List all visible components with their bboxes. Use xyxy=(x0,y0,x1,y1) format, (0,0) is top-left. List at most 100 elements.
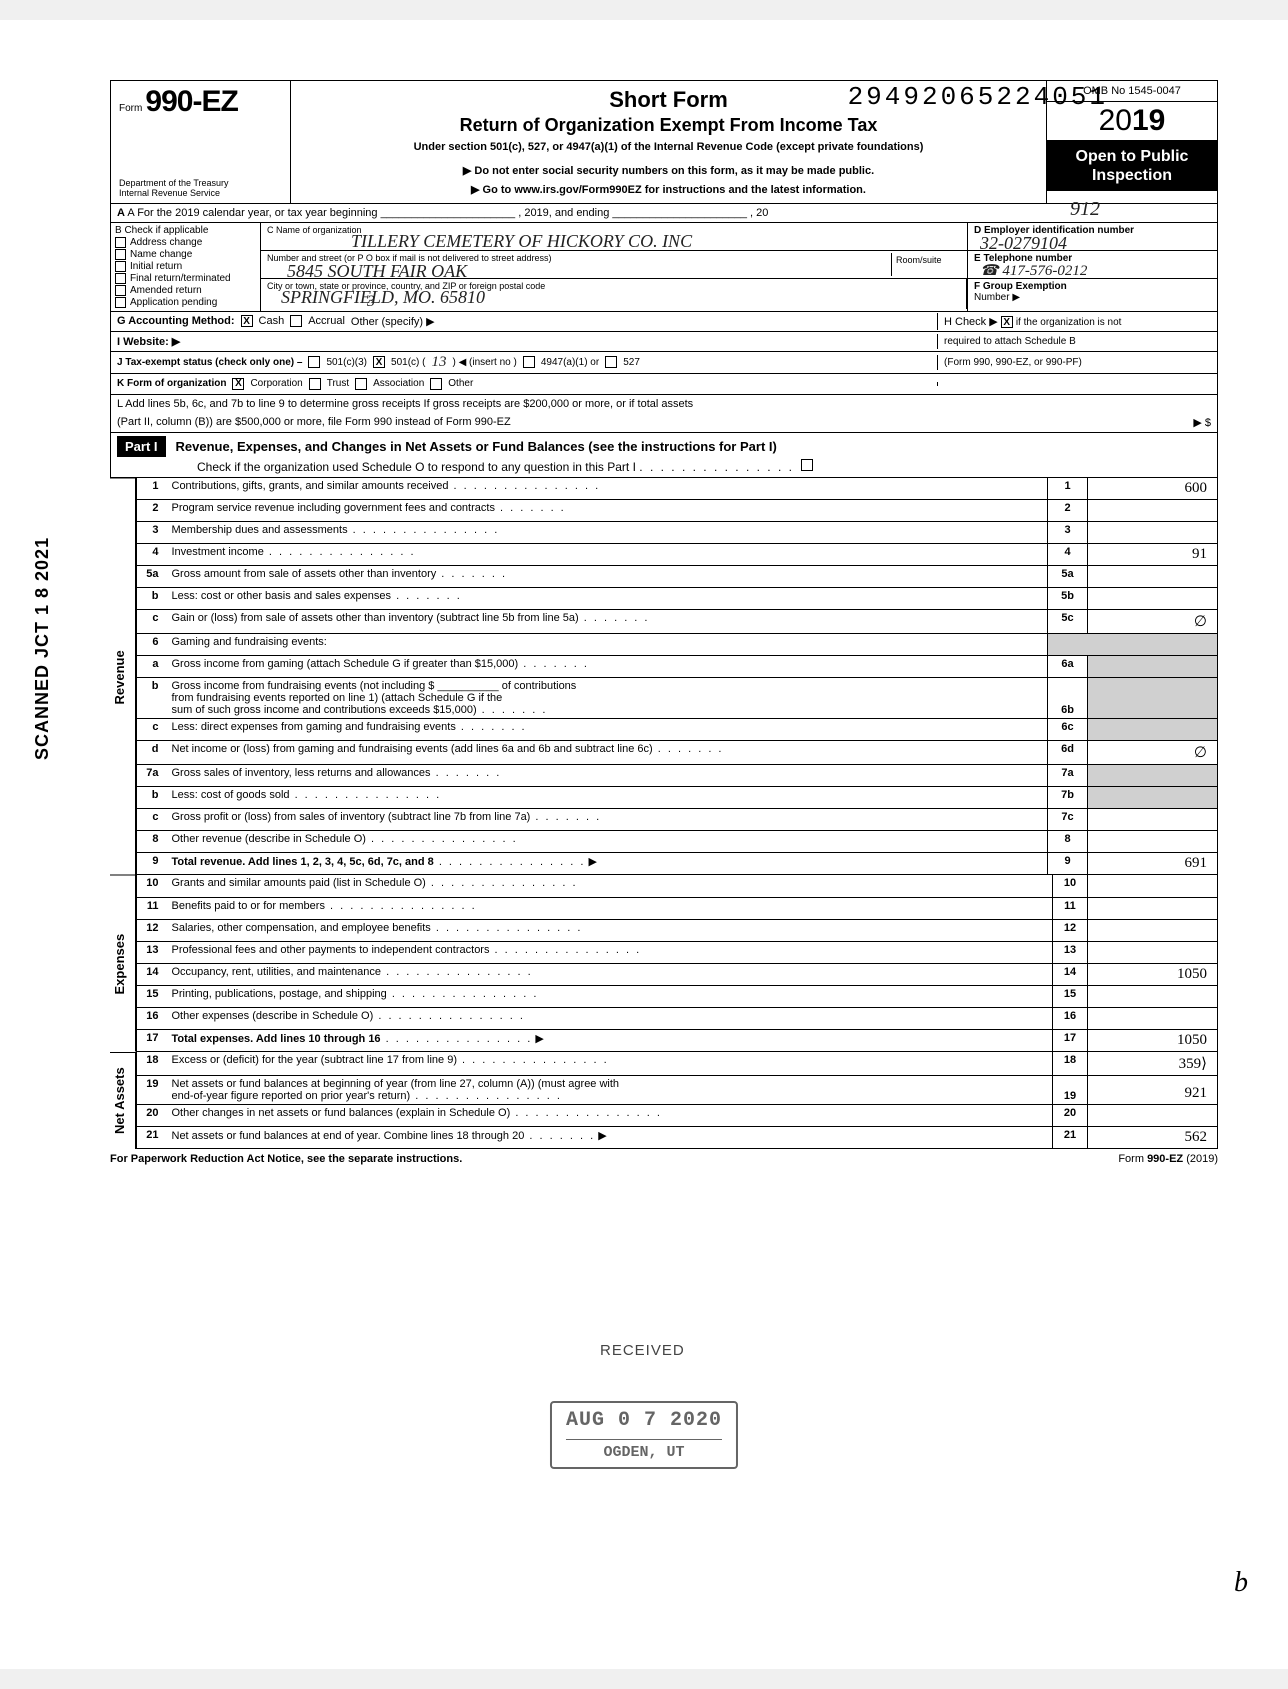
document-number: 29492065224051 xyxy=(848,82,1108,112)
g-label: G Accounting Method: xyxy=(117,315,235,327)
chk-amended-return[interactable]: Amended return xyxy=(115,285,256,296)
line-12: 12Salaries, other compensation, and empl… xyxy=(137,919,1218,941)
line-6: 6Gaming and fundraising events: xyxy=(137,634,1218,656)
line-15: 15Printing, publications, postage, and s… xyxy=(137,985,1218,1007)
expenses-table: 10Grants and similar amounts paid (list … xyxy=(136,875,1218,1052)
h-text2: required to attach Schedule B xyxy=(937,334,1217,349)
chk-application-pending[interactable]: Application pending xyxy=(115,297,256,308)
row-k: K Form of organization XCorporation Trus… xyxy=(111,374,1217,394)
form-prefix: Form xyxy=(119,103,142,114)
row-j: J Tax-exempt status (check only one) – 5… xyxy=(111,352,1217,374)
expenses-section: Expenses 10Grants and similar amounts pa… xyxy=(110,875,1218,1052)
revenue-section: Revenue 1Contributions, gifts, grants, a… xyxy=(110,478,1218,876)
open-to-public: Open to Public Inspection xyxy=(1047,141,1217,191)
netassets-section: Net Assets 18Excess or (deficit) for the… xyxy=(110,1052,1218,1149)
subtitle-ssn: ▶ Do not enter social security numbers o… xyxy=(301,164,1036,178)
room-value: 3 xyxy=(351,287,391,311)
chk-initial-return[interactable]: Initial return xyxy=(115,261,256,272)
chk-501c3[interactable] xyxy=(308,356,320,368)
header-left: Form 990-EZ Department of the Treasury I… xyxy=(111,81,291,203)
line-17: 17Total expenses. Add lines 10 through 1… xyxy=(137,1029,1218,1051)
line-20: 20Other changes in net assets or fund ba… xyxy=(137,1104,1218,1126)
block-bcd: B Check if applicable Address change Nam… xyxy=(110,223,1218,312)
meta-rows: G Accounting Method: XCash Accrual Other… xyxy=(110,312,1218,395)
part1-check-text: Check if the organization used Schedule … xyxy=(197,460,636,474)
line-13: 13Professional fees and other payments t… xyxy=(137,941,1218,963)
handwritten-912: 912 xyxy=(1070,198,1100,221)
h-label: H Check ▶ xyxy=(944,316,998,328)
org-name-value: TILLERY CEMETERY OF HICKORY CO. INC xyxy=(351,231,692,252)
subtitle-section: Under section 501(c), 527, or 4947(a)(1)… xyxy=(301,140,1036,154)
org-addr-row: Number and street (or P O box if mail is… xyxy=(261,251,967,279)
footer-row: For Paperwork Reduction Act Notice, see … xyxy=(110,1149,1218,1169)
open-line2: Inspection xyxy=(1049,166,1215,185)
initial-mark: b xyxy=(1234,1567,1248,1599)
chk-association[interactable] xyxy=(355,378,367,390)
chk-accrual[interactable] xyxy=(290,315,302,327)
chk-cash[interactable]: X xyxy=(241,315,253,327)
j-label: J Tax-exempt status (check only one) – xyxy=(117,357,302,368)
chk-address-change[interactable]: Address change xyxy=(115,237,256,248)
chk-501c[interactable]: X xyxy=(373,356,385,368)
room-label: Room/suite xyxy=(896,255,957,265)
line-7a: 7aGross sales of inventory, less returns… xyxy=(137,765,1218,787)
line-9: 9Total revenue. Add lines 1, 2, 3, 4, 5c… xyxy=(137,853,1218,875)
line-5a: 5aGross amount from sale of assets other… xyxy=(137,566,1218,588)
k-assoc: Association xyxy=(373,378,424,389)
org-name-row: C Name of organization TILLERY CEMETERY … xyxy=(261,223,967,251)
i-label: I Website: ▶ xyxy=(117,335,180,348)
row-a-calendar-year: A A For the 2019 calendar year, or tax y… xyxy=(110,204,1218,223)
title-return: Return of Organization Exempt From Incom… xyxy=(301,115,1036,136)
row-g-i: G Accounting Method: XCash Accrual Other… xyxy=(111,312,1217,332)
line-18: 18Excess or (deficit) for the year (subt… xyxy=(137,1052,1218,1076)
line-10: 10Grants and similar amounts paid (list … xyxy=(137,875,1218,897)
ein-row: D Employer identification number 32-0279… xyxy=(968,223,1217,251)
row-a-text: A For the 2019 calendar year, or tax yea… xyxy=(127,207,768,219)
line-8: 8Other revenue (describe in Schedule O)8 xyxy=(137,831,1218,853)
line-l-amount: ▶ $ xyxy=(1193,416,1211,429)
scan-stamp-vertical: SCANNED JCT 1 8 2021 xyxy=(32,537,53,760)
dept-treasury: Department of the Treasury Internal Reve… xyxy=(119,179,282,199)
chk-h[interactable]: X xyxy=(1001,316,1013,328)
side-label-netassets: Net Assets xyxy=(110,1052,136,1149)
line-6a: aGross income from gaming (attach Schedu… xyxy=(137,656,1218,678)
part1-label: Part I xyxy=(117,436,166,457)
line-l-text1: L Add lines 5b, 6c, and 7b to line 9 to … xyxy=(117,398,693,410)
line-6d: dNet income or (loss) from gaming and fu… xyxy=(137,741,1218,765)
group-exemption-row: F Group Exemption Number ▶ xyxy=(968,279,1217,307)
chk-name-change[interactable]: Name change xyxy=(115,249,256,260)
line-1: 1Contributions, gifts, grants, and simil… xyxy=(137,478,1218,500)
chk-4947[interactable] xyxy=(523,356,535,368)
k-trust: Trust xyxy=(327,378,349,389)
chk-trust[interactable] xyxy=(309,378,321,390)
line-4: 4Investment income491 xyxy=(137,544,1218,566)
line-5c: cGain or (loss) from sale of assets othe… xyxy=(137,610,1218,634)
col-b-checkboxes: B Check if applicable Address change Nam… xyxy=(111,223,261,311)
line-19: 19 Net assets or fund balances at beginn… xyxy=(137,1075,1218,1104)
line-5b: bLess: cost or other basis and sales exp… xyxy=(137,588,1218,610)
line-7b: bLess: cost of goods sold7b xyxy=(137,787,1218,809)
ogden-stamp: AUG 0 7 2020 OGDEN, UT xyxy=(550,1401,738,1469)
line-11: 11Benefits paid to or for members11 xyxy=(137,897,1218,919)
footer-left: For Paperwork Reduction Act Notice, see … xyxy=(110,1153,462,1165)
stamp-date: AUG 0 7 2020 xyxy=(566,1407,722,1435)
part1-header-row: Part I Revenue, Expenses, and Changes in… xyxy=(110,433,1218,478)
open-line1: Open to Public xyxy=(1049,147,1215,166)
chk-part1-schedule-o[interactable] xyxy=(801,459,813,471)
chk-other[interactable] xyxy=(430,378,442,390)
form-page: 29492065224051 SCANNED JCT 1 8 2021 912 … xyxy=(0,20,1288,1669)
row-i: I Website: ▶ required to attach Schedule… xyxy=(111,332,1217,352)
line-6c: cLess: direct expenses from gaming and f… xyxy=(137,719,1218,741)
chk-527[interactable] xyxy=(605,356,617,368)
side-label-revenue: Revenue xyxy=(110,478,136,876)
j-501c-num: 13 xyxy=(431,354,446,371)
line-l-text2: (Part II, column (B)) are $500,000 or mo… xyxy=(117,416,511,429)
footer-right: Form 990-EZ (2019) xyxy=(1118,1153,1218,1165)
k-label: K Form of organization xyxy=(117,378,226,389)
chk-corporation[interactable]: X xyxy=(232,378,244,390)
tel-value: ☎ 417-576-0212 xyxy=(980,261,1087,280)
year-bold: 19 xyxy=(1132,104,1165,137)
g-other: Other (specify) ▶ xyxy=(351,315,435,328)
chk-final-return[interactable]: Final return/terminated xyxy=(115,273,256,284)
line-2: 2Program service revenue including gover… xyxy=(137,500,1218,522)
